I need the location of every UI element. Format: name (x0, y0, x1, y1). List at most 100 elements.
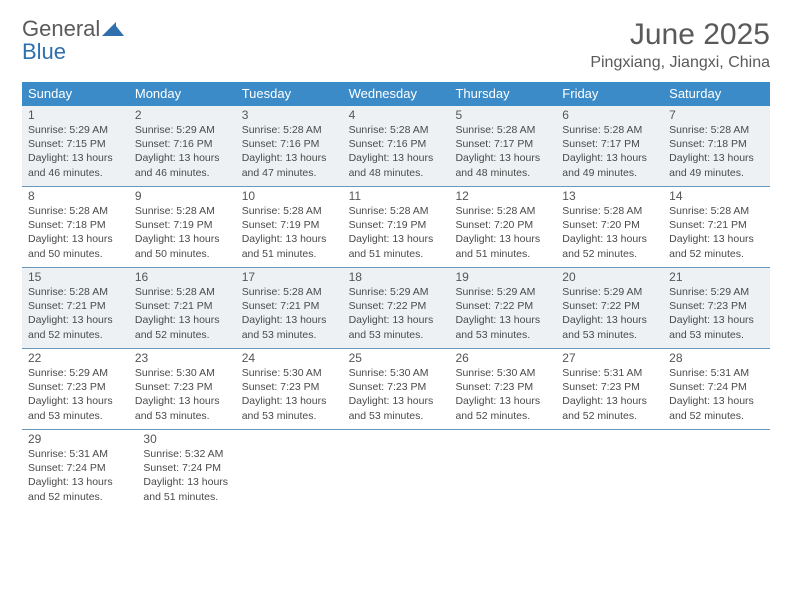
day-number: 25 (349, 351, 444, 365)
daylight-text: Daylight: 13 hours (455, 394, 550, 408)
day-number: 29 (28, 432, 131, 446)
sunrise-text: Sunrise: 5:29 AM (28, 123, 123, 137)
day-cell: 12Sunrise: 5:28 AMSunset: 7:20 PMDayligh… (449, 187, 556, 267)
daylight-text: Daylight: 13 hours (143, 475, 246, 489)
weekday-header: Tuesday (236, 82, 343, 106)
day-number: 15 (28, 270, 123, 284)
sunset-text: Sunset: 7:24 PM (669, 380, 764, 394)
daylight-text: and 48 minutes. (349, 166, 444, 180)
sunset-text: Sunset: 7:20 PM (562, 218, 657, 232)
day-cell: 25Sunrise: 5:30 AMSunset: 7:23 PMDayligh… (343, 349, 450, 429)
week-row: 29Sunrise: 5:31 AM Sunset: 7:24 PMDayligh… (22, 430, 770, 510)
daylight-text: and 51 minutes. (455, 247, 550, 261)
day-number: 19 (455, 270, 550, 284)
logo-text-2: Blue (22, 39, 66, 64)
daylight-text: and 51 minutes. (242, 247, 337, 261)
daylight-text: Daylight: 13 hours (349, 151, 444, 165)
day-cell: 6Sunrise: 5:28 AMSunset: 7:17 PMDaylight… (556, 106, 663, 186)
weekday-header: Saturday (663, 82, 770, 106)
day-cell: 17Sunrise: 5:28 AMSunset: 7:21 PMDayligh… (236, 268, 343, 348)
day-cell: 26Sunrise: 5:30 AMSunset: 7:23 PMDayligh… (449, 349, 556, 429)
sunrise-text: Sunrise: 5:28 AM (562, 123, 657, 137)
daylight-text: Daylight: 13 hours (669, 151, 764, 165)
day-number: 11 (349, 189, 444, 203)
day-cell: 29Sunrise: 5:31 AMSunset: 7:24 PMDayligh… (22, 430, 137, 510)
day-cell: 1Sunrise: 5:29 AMSunset: 7:15 PMDaylight… (22, 106, 129, 186)
day-number: 30 (143, 432, 246, 446)
sunset-text: Sunset: 7:24 PM (143, 461, 246, 475)
daylight-text: and 52 minutes. (28, 490, 131, 504)
daylight-text: Daylight: 13 hours (455, 151, 550, 165)
day-number: 27 (562, 351, 657, 365)
day-number: 13 (562, 189, 657, 203)
day-number: 22 (28, 351, 123, 365)
daylight-text: and 50 minutes. (28, 247, 123, 261)
daylight-text: Daylight: 13 hours (242, 313, 337, 327)
daylight-text: Daylight: 13 hours (28, 232, 123, 246)
sunrise-text: Sunrise: 5:28 AM (28, 285, 123, 299)
sunset-text: Sunset: 7:19 PM (349, 218, 444, 232)
sunrise-text: Sunrise: 5:28 AM (28, 204, 123, 218)
sunrise-text: Sunrise: 5:29 AM (669, 285, 764, 299)
day-cell: 14Sunrise: 5:28 AMSunset: 7:21 PMDayligh… (663, 187, 770, 267)
day-number: 5 (455, 108, 550, 122)
sunrise-text: Sunrise: 5:28 AM (349, 123, 444, 137)
location-subtitle: Pingxiang, Jiangxi, China (590, 54, 770, 72)
sunrise-text: Sunrise: 5:29 AM (349, 285, 444, 299)
day-cell: 19Sunrise: 5:29 AMSunset: 7:22 PMDayligh… (449, 268, 556, 348)
day-number: 3 (242, 108, 337, 122)
daylight-text: Daylight: 13 hours (349, 394, 444, 408)
sunset-text: Sunset: 7:21 PM (135, 299, 230, 313)
day-number: 26 (455, 351, 550, 365)
day-cell: 15Sunrise: 5:28 AMSunset: 7:21 PMDayligh… (22, 268, 129, 348)
sunset-text: Sunset: 7:23 PM (455, 380, 550, 394)
day-number: 20 (562, 270, 657, 284)
sunrise-text: Sunrise: 5:31 AM (28, 447, 131, 461)
logo-text-1: General (22, 16, 100, 41)
logo-triangle-icon (102, 22, 124, 41)
daylight-text: and 48 minutes. (455, 166, 550, 180)
sunset-text: Sunset: 7:23 PM (669, 299, 764, 313)
daylight-text: Daylight: 13 hours (28, 151, 123, 165)
sunset-text: Sunset: 7:18 PM (28, 218, 123, 232)
sunrise-text: Sunrise: 5:28 AM (135, 285, 230, 299)
weekday-header: Friday (556, 82, 663, 106)
month-title: June 2025 (590, 18, 770, 52)
sunset-text: Sunset: 7:23 PM (28, 380, 123, 394)
daylight-text: and 52 minutes. (669, 409, 764, 423)
day-cell: 27Sunrise: 5:31 AMSunset: 7:23 PMDayligh… (556, 349, 663, 429)
sunset-text: Sunset: 7:16 PM (135, 137, 230, 151)
day-number: 9 (135, 189, 230, 203)
sunset-text: Sunset: 7:21 PM (669, 218, 764, 232)
sunset-text: Sunset: 7:15 PM (28, 137, 123, 151)
sunset-text: Sunset: 7:23 PM (135, 380, 230, 394)
day-cell: 23Sunrise: 5:30 AMSunset: 7:23 PMDayligh… (129, 349, 236, 429)
day-number: 14 (669, 189, 764, 203)
sunrise-text: Sunrise: 5:30 AM (349, 366, 444, 380)
sunrise-text: Sunrise: 5:29 AM (28, 366, 123, 380)
sunset-text: Sunset: 7:19 PM (135, 218, 230, 232)
sunrise-text: Sunrise: 5:28 AM (135, 204, 230, 218)
day-cell: 4Sunrise: 5:28 AMSunset: 7:16 PMDaylight… (343, 106, 450, 186)
week-row: 15Sunrise: 5:28 AMSunset: 7:21 PMDayligh… (22, 268, 770, 349)
sunrise-text: Sunrise: 5:28 AM (242, 204, 337, 218)
sunrise-text: Sunrise: 5:32 AM (143, 447, 246, 461)
daylight-text: Daylight: 13 hours (669, 394, 764, 408)
sunrise-text: Sunrise: 5:30 AM (242, 366, 337, 380)
sunset-text: Sunset: 7:23 PM (349, 380, 444, 394)
sunrise-text: Sunrise: 5:29 AM (135, 123, 230, 137)
sunset-text: Sunset: 7:22 PM (455, 299, 550, 313)
day-cell: 16Sunrise: 5:28 AMSunset: 7:21 PMDayligh… (129, 268, 236, 348)
sunrise-text: Sunrise: 5:30 AM (455, 366, 550, 380)
day-number: 4 (349, 108, 444, 122)
week-row: 22Sunrise: 5:29 AMSunset: 7:23 PMDayligh… (22, 349, 770, 430)
sunset-text: Sunset: 7:21 PM (28, 299, 123, 313)
day-number: 23 (135, 351, 230, 365)
sunset-text: Sunset: 7:17 PM (562, 137, 657, 151)
daylight-text: and 53 minutes. (349, 328, 444, 342)
daylight-text: and 53 minutes. (669, 328, 764, 342)
sunset-text: Sunset: 7:19 PM (242, 218, 337, 232)
daylight-text: and 53 minutes. (349, 409, 444, 423)
day-number: 2 (135, 108, 230, 122)
daylight-text: and 51 minutes. (143, 490, 246, 504)
